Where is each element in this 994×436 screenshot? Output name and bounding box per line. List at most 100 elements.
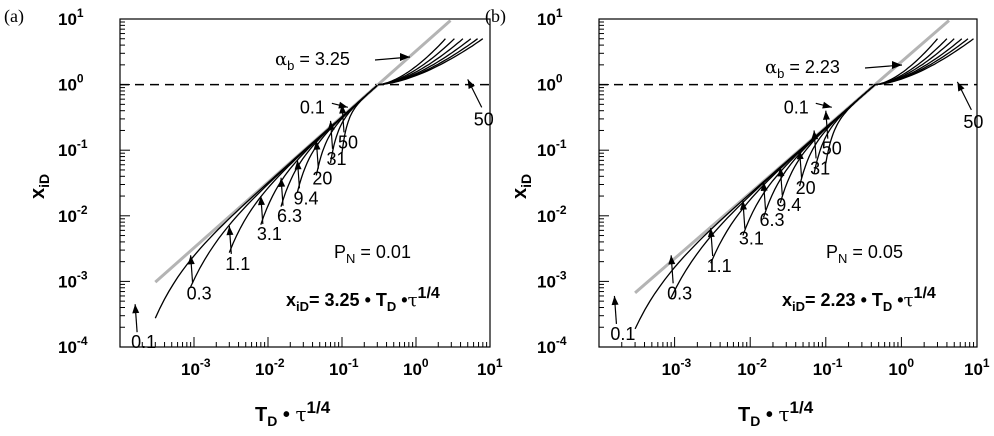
formula-tau: τ — [904, 290, 914, 311]
alpha-value: = 3.25 — [294, 49, 350, 69]
alpha-label: αb = 3.25 — [275, 49, 350, 73]
y-tick-exponent: -2 — [77, 203, 88, 217]
x-axis-title: TD • τ1/4 — [738, 398, 814, 429]
y-tick-base: 10 — [537, 272, 556, 291]
curve-label: 0.3 — [187, 283, 212, 303]
curve-label-arrowhead — [278, 177, 286, 187]
curve-label: 1.1 — [225, 254, 250, 274]
curve-label: 6.3 — [760, 210, 785, 230]
x-axis-title-sub: D — [750, 413, 760, 429]
formula-x: x — [782, 290, 792, 310]
formula-sub2: D — [387, 299, 396, 314]
curve-label: 50 — [963, 112, 983, 132]
y-tick-base: 10 — [58, 338, 77, 357]
x-tick-exponent: -3 — [681, 356, 692, 370]
y-tick-label: 10-2 — [58, 203, 88, 226]
formula-sup: 1/4 — [418, 285, 440, 302]
alpha-sub: b — [777, 66, 784, 81]
formula-label: xiD= 3.25 • TD •τ1/4 — [286, 285, 440, 314]
y-tick-label: 10-3 — [58, 268, 88, 291]
formula-tau: τ — [408, 290, 418, 311]
alpha-arrow-head — [892, 61, 902, 69]
y-tick-exponent: 1 — [77, 6, 84, 20]
branch-curve — [378, 38, 484, 86]
curve-label-arrowhead — [707, 228, 715, 238]
x-tick-label: 100 — [403, 356, 429, 379]
x-tick-label: 10-2 — [737, 356, 767, 379]
y-tick-exponent: -3 — [556, 268, 567, 282]
plot-frame — [119, 18, 491, 348]
formula-rest: = 3.25 • T — [309, 290, 387, 310]
curve-label: 0.1 — [300, 97, 325, 117]
x-tick-label: 101 — [477, 356, 503, 379]
curve-label: 3.1 — [739, 229, 764, 249]
curve-label-arrowhead — [740, 200, 748, 210]
x-tick-exponent: 0 — [422, 356, 429, 370]
curve-label: 0.1 — [131, 332, 156, 352]
curve-label-arrowhead — [294, 160, 302, 170]
formula-dot: • — [892, 290, 903, 310]
y-tick-label: 101 — [537, 6, 563, 29]
x-tick-label: 10-3 — [181, 356, 211, 379]
x-axis-title-dot: • — [760, 404, 778, 426]
x-tick-base: 10 — [477, 360, 496, 379]
y-tick-base: 10 — [58, 141, 77, 160]
alpha-label: αb = 2.23 — [765, 57, 840, 81]
x-tick-base: 10 — [888, 360, 907, 379]
curve-label: 9.4 — [776, 195, 801, 215]
formula-sup: 1/4 — [914, 285, 936, 302]
y-tick-label: 10-2 — [537, 203, 567, 226]
panel-a: 10-3 10-2 10-1 100 10110-410-310-210-1100101… — [4, 6, 503, 429]
x-axis-title-tau: τ — [295, 402, 306, 426]
x-axis-title-main: T — [255, 404, 267, 426]
x-tick-exponent: -1 — [348, 356, 359, 370]
pn-main: P — [826, 242, 838, 262]
curve-label-arrowhead — [327, 120, 335, 131]
y-tick-label: 100 — [58, 72, 84, 95]
y-tick-label: 10-4 — [58, 334, 88, 357]
x-tick-base: 10 — [255, 360, 274, 379]
curve-label-arrowhead — [226, 225, 234, 236]
alpha-sub: b — [287, 58, 294, 73]
x-axis-title-sub: D — [267, 413, 277, 429]
curve-label-arrowhead — [313, 140, 321, 150]
y-tick-exponent: -3 — [77, 268, 88, 282]
x-tick-base: 10 — [964, 360, 983, 379]
curve-label: 50 — [822, 139, 842, 159]
pn-value: = 0.01 — [355, 242, 411, 262]
y-tick-exponent: -4 — [556, 334, 567, 348]
alpha-symbol: α — [275, 49, 287, 70]
x-tick-exponent: 1 — [983, 356, 990, 370]
curve-label-arrowhead — [822, 101, 832, 109]
x-tick-exponent: -2 — [756, 356, 767, 370]
curve-label: 20 — [796, 178, 816, 198]
x-tick-label: 10-1 — [329, 356, 359, 379]
alpha-arrow-head — [400, 53, 410, 61]
curve-label: 9.4 — [293, 188, 318, 208]
x-tick-base: 10 — [662, 360, 681, 379]
x-tick-label: 10-2 — [255, 356, 285, 379]
y-axis-title: xiD — [27, 174, 52, 199]
y-tick-base: 10 — [537, 207, 556, 226]
y-tick-base: 10 — [58, 76, 77, 95]
pn-main: P — [334, 242, 346, 262]
curve-label-arrowhead — [822, 110, 830, 120]
curve-label: 1.1 — [707, 256, 732, 276]
curve-label: 50 — [338, 132, 358, 152]
curve-label-arrowhead — [257, 196, 265, 206]
curve-label-arrowhead — [187, 255, 195, 265]
panel-label: (a) — [4, 6, 24, 27]
alpha-symbol: α — [765, 57, 777, 78]
y-tick-base: 10 — [58, 207, 77, 226]
x-tick-label: 100 — [888, 356, 914, 379]
x-tick-label: 10-1 — [813, 356, 843, 379]
curve-label: 6.3 — [277, 206, 302, 226]
y-tick-label: 101 — [58, 6, 84, 29]
y-axis-title-sub: iD — [518, 174, 534, 188]
curve-label-arrowhead — [611, 295, 619, 306]
curve-label-arrowhead — [811, 130, 819, 140]
data-curve — [634, 121, 833, 330]
y-axis-title-main: x — [27, 188, 49, 199]
curve-label-arrowhead — [668, 255, 676, 265]
